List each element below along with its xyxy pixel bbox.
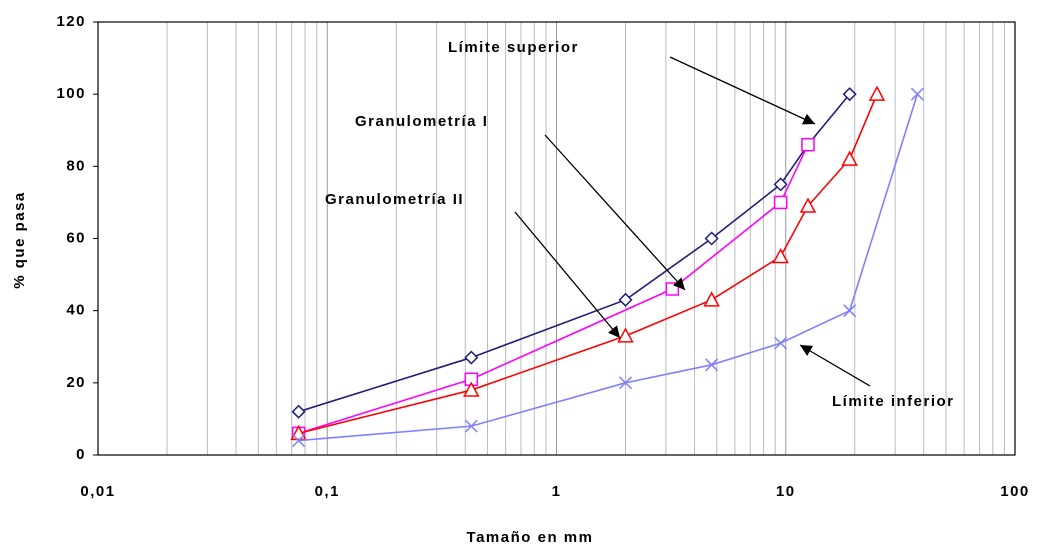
x-axis-label: Tamaño en mm	[467, 529, 594, 546]
y-tick-label: 80	[66, 157, 86, 174]
y-tick-label: 60	[66, 229, 86, 246]
marker	[705, 358, 719, 372]
marker	[292, 434, 306, 448]
y-tick-label: 40	[66, 302, 86, 319]
marker	[773, 195, 788, 210]
marker	[774, 336, 788, 350]
marker	[842, 87, 857, 102]
legend-label: Granulometría I	[355, 113, 488, 130]
x-tick-label: 100	[1000, 483, 1030, 500]
marker	[618, 292, 633, 307]
legend-label: Límite superior	[448, 39, 579, 56]
y-tick-label: 20	[66, 374, 86, 391]
annotation-arrow	[544, 134, 686, 291]
marker	[841, 150, 858, 166]
y-tick-label: 0	[76, 446, 86, 463]
plot-frame	[97, 21, 1016, 456]
marker	[464, 419, 478, 433]
y-axis-label: % que pasa	[11, 191, 28, 289]
y-tick-label: 100	[56, 85, 86, 102]
legend-label: Límite inferior	[832, 393, 955, 410]
annotation-arrow	[669, 56, 816, 125]
marker	[801, 137, 815, 152]
marker	[291, 404, 306, 419]
marker	[463, 381, 480, 397]
marker	[799, 197, 817, 213]
y-tick-label: 120	[56, 13, 86, 30]
marker	[772, 247, 789, 264]
marker	[703, 291, 720, 307]
marker	[868, 85, 886, 101]
marker	[910, 87, 924, 101]
x-tick-label: 1	[552, 483, 562, 500]
marker	[843, 304, 857, 318]
x-tick-label: 10	[776, 483, 796, 500]
series-line	[298, 93, 919, 442]
annotation-arrow	[514, 211, 621, 339]
series-line	[298, 93, 851, 413]
x-tick-label: 0,01	[80, 483, 115, 500]
marker	[617, 327, 634, 343]
marker	[618, 376, 633, 390]
series-line	[298, 93, 878, 435]
marker	[665, 282, 680, 296]
annotation-arrow	[799, 344, 871, 387]
series-line	[298, 144, 809, 435]
marker	[464, 350, 479, 365]
marker	[773, 177, 788, 192]
legend-label: Granulometría II	[325, 191, 464, 208]
marker	[704, 231, 719, 246]
x-tick-label: 0,1	[315, 483, 340, 500]
